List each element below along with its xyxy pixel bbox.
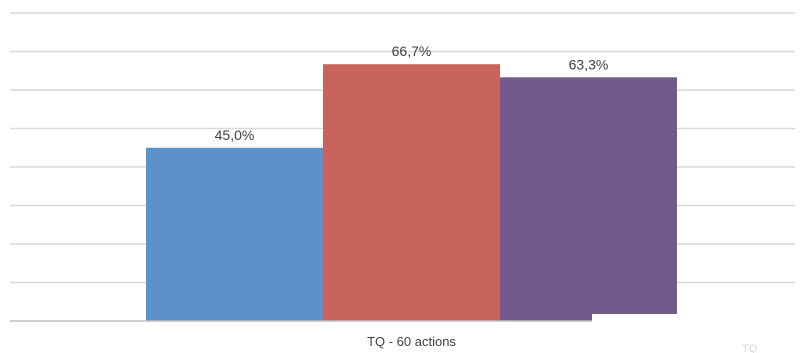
data-label: 63,3% (569, 56, 609, 72)
white-patch (592, 314, 801, 353)
chart-bars (146, 64, 677, 321)
corner-fragment-text: TQ (742, 343, 758, 353)
data-label: 45,0% (215, 127, 255, 143)
chart-data-labels: 45,0% 66,7% 63,3% (215, 43, 609, 143)
bar (146, 147, 323, 321)
bar (323, 64, 500, 321)
category-label: TQ - 60 actions (367, 334, 456, 349)
data-label: 66,7% (392, 43, 432, 59)
bar (500, 77, 677, 321)
